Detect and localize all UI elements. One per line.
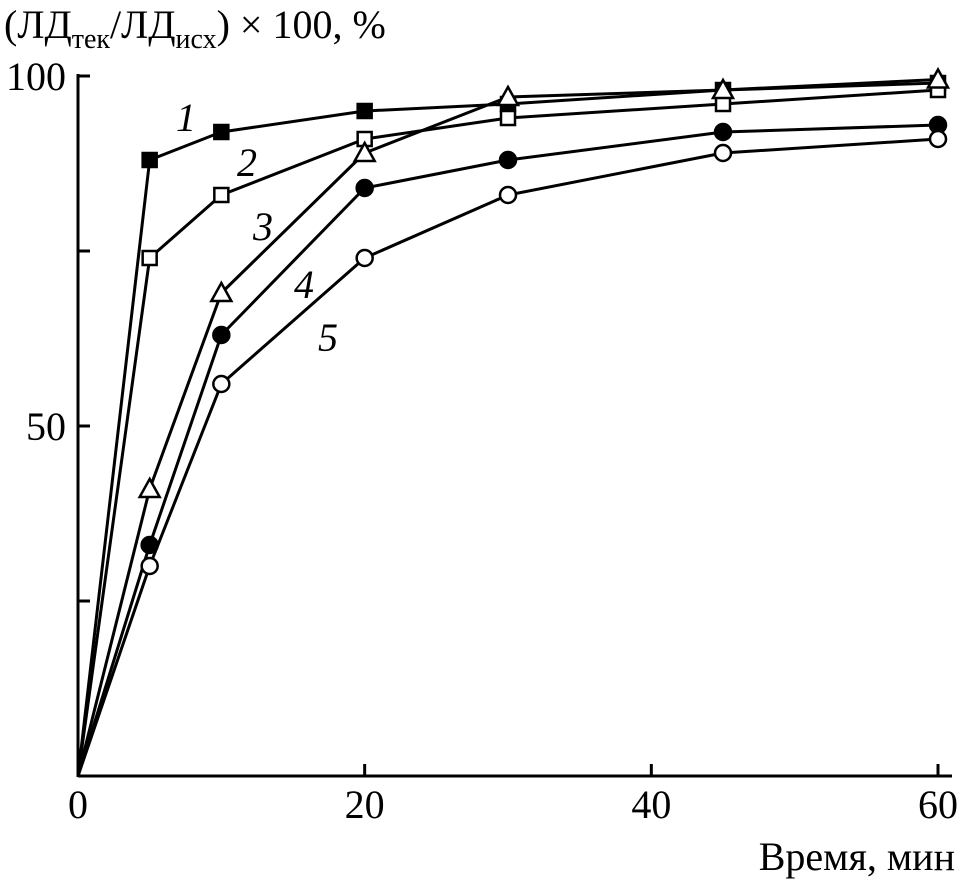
series-5-point-60 (928, 129, 948, 149)
y-axis-title-main: (ЛД (4, 2, 72, 47)
x-tick-label-20: 20 (345, 782, 385, 827)
series-5-point-20 (355, 248, 374, 268)
series-2-point-5 (141, 249, 158, 267)
series-4-point-30 (498, 150, 518, 170)
series-2-point-30 (499, 109, 517, 127)
series-5-point-5 (140, 556, 159, 576)
series-3-point-20 (352, 140, 377, 163)
series-3-point-30 (495, 84, 521, 107)
y-axis-title-tail: ) × 100, % (217, 2, 386, 47)
y-axis-title-sub2: исх (176, 24, 217, 55)
series-label-3: 3 (252, 204, 273, 249)
series-4-point-10 (212, 325, 231, 345)
series-label-2: 2 (237, 140, 257, 185)
series-5-point-30 (498, 185, 518, 205)
series-line-3 (76, 78, 939, 777)
series-3-point-5 (137, 476, 162, 499)
series-lines (76, 78, 939, 777)
x-ticks: 0 20 40 60 (68, 764, 958, 827)
series-1-point-5 (141, 151, 158, 169)
y-axis-title-mid: /ЛД (110, 2, 176, 47)
series-line-5 (76, 137, 939, 777)
x-axis-title: Время, мин (759, 834, 955, 879)
series-2-point-10 (213, 186, 230, 204)
series-label-5: 5 (318, 315, 338, 360)
series-label-1: 1 (176, 95, 196, 140)
x-tick-label-0: 0 (68, 782, 88, 827)
series-markers (137, 66, 951, 576)
series-4-point-5 (140, 535, 159, 555)
x-tick-label-40: 40 (631, 782, 671, 827)
series-label-4: 4 (294, 262, 314, 307)
series-5-point-10 (212, 374, 231, 394)
y-tick-label-100: 100 (6, 54, 66, 99)
x-tick-label-60: 60 (918, 782, 958, 827)
series-3-point-45 (710, 77, 736, 100)
series-4-point-20 (355, 178, 374, 198)
series-line-4 (76, 123, 939, 777)
series-1-point-10 (213, 123, 230, 141)
series-3-point-10 (209, 280, 234, 303)
y-ticks: 50 100 (6, 54, 90, 603)
y-tick-label-50: 50 (26, 404, 66, 449)
series-5-point-45 (713, 143, 733, 163)
series-1-point-20 (356, 102, 373, 120)
series-4-point-45 (713, 122, 733, 142)
y-axis-title: (ЛДтек/ЛДисх) × 100, % (4, 2, 386, 55)
y-axis-title-sub1: тек (72, 24, 111, 55)
series-3-point-60 (925, 66, 951, 89)
